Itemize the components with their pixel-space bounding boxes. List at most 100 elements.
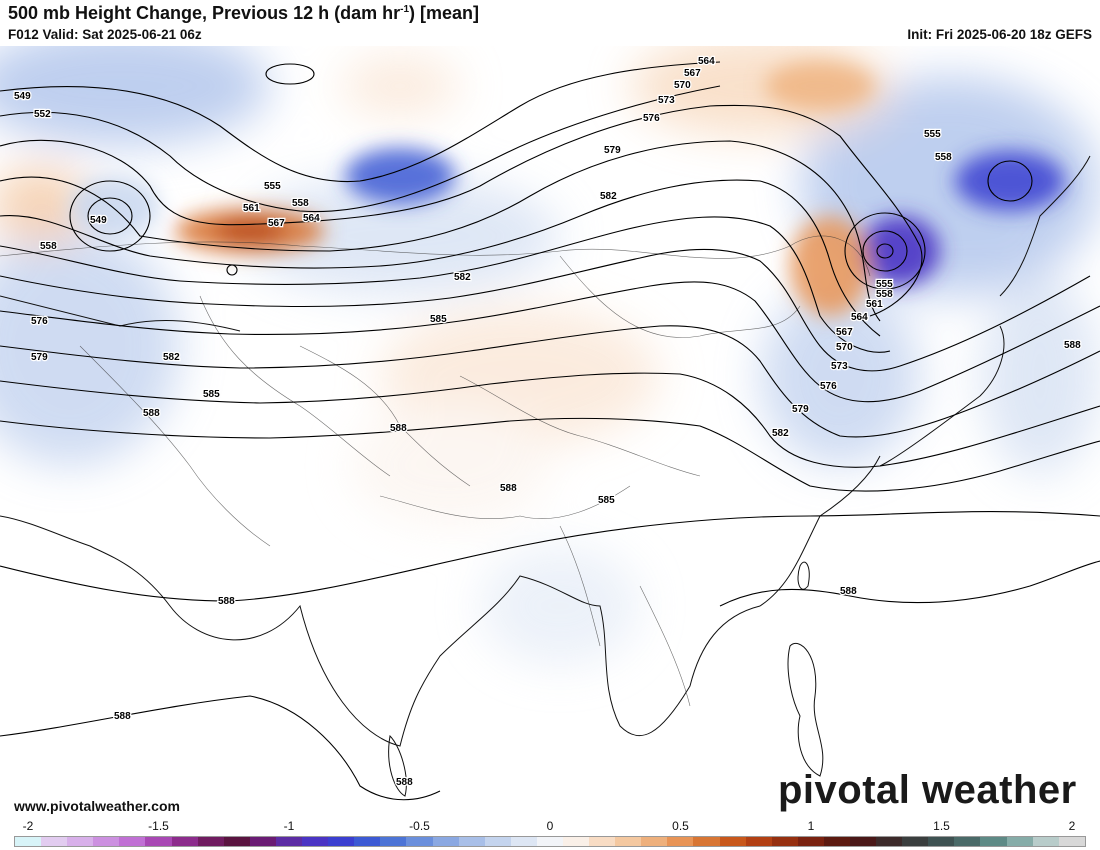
contour-label: 573 [831,361,848,372]
colorbar-swatch [67,837,94,846]
colorbar-swatch [719,837,746,846]
site-url-label: www.pivotalweather.com [14,798,180,814]
colorbar-swatch [876,837,903,846]
colorbar-swatch [197,837,224,846]
colorbar-tick-label: 2 [1068,819,1076,833]
contour-label: 549 [90,215,107,226]
colorbar-swatch [484,837,511,846]
colorbar-swatch [693,837,720,846]
colorbar-swatch [562,837,590,846]
weather-map[interactable]: 549 552 549 558 555 558 561 564 567 564 … [0,46,1100,818]
contour-label: 582 [454,272,471,283]
contour-label: 567 [268,218,285,229]
title-unit-superscript: -1 [400,4,410,15]
colorbar-swatch [850,837,877,846]
colorbar-swatch [797,837,824,846]
contour-label: 588 [840,586,857,597]
contour-label: 585 [430,314,447,325]
contour-label: 588 [143,408,160,419]
contour-label: 585 [598,495,615,506]
colorbar-swatch [145,837,172,846]
contour-label: 579 [604,145,621,156]
map-panel[interactable]: 549 552 549 558 555 558 561 564 567 564 … [0,46,1100,818]
colorbar-swatch [928,837,955,846]
colorbar-swatch [641,837,668,846]
contour-label: 576 [31,316,48,327]
contour-label: 567 [836,327,853,338]
colorbar-swatch [93,837,120,846]
contour-label: 552 [34,109,51,120]
contour-label: 588 [390,423,407,434]
colorbar-tick-label: 0.5 [672,819,689,833]
contour-label: 585 [203,389,220,400]
contour-label: 588 [396,777,413,788]
colorbar-swatch [458,837,485,846]
contour-label: 558 [292,198,309,209]
title-end: ) [mean] [409,3,480,23]
contour-label: 558 [876,289,893,300]
valid-time-label: F012 Valid: Sat 2025-06-21 06z [8,27,202,42]
colorbar-swatch [510,837,537,846]
init-time-label: Init: Fri 2025-06-20 18z GEFS [907,27,1092,42]
colorbar-swatch [406,837,433,846]
contour-label: 564 [303,213,320,224]
title-main: 500 mb Height Change, Previous 12 h (dam… [8,3,401,23]
colorbar-swatch [15,837,42,846]
contour-label: 570 [674,80,691,91]
map-header: 500 mb Height Change, Previous 12 h (dam… [0,0,1100,46]
contour-label: 558 [40,241,57,252]
contour-label: 588 [114,711,131,722]
colorbar-swatch [119,837,146,846]
contour-label: 576 [643,113,660,124]
colorbar-swatch [667,837,694,846]
colorbar-tick-label: -2 [22,819,34,833]
contour-label: 588 [218,596,235,607]
contour-label: 555 [876,279,893,290]
colorbar-tick-label: -1.5 [148,819,169,833]
colorbar-swatch [615,837,642,846]
colorbar-swatch [823,837,850,846]
colorbar-swatch [1032,837,1059,846]
contour-label: 555 [924,129,941,140]
colorbar-swatch [980,837,1007,846]
colorbar-tick-label: 1 [807,819,815,833]
colorbar [14,836,1086,847]
colorbar-tick-label: 1.5 [933,819,950,833]
colorbar-swatch [1058,837,1085,846]
contour-label: 564 [698,56,715,67]
pivotal-weather-logo: pivotal weather [778,768,1077,812]
colorbar-swatch [275,837,303,846]
colorbar-swatch [745,837,772,846]
colorbar-swatch [328,837,355,846]
contour-label: 579 [792,404,809,415]
colorbar-swatch [1006,837,1033,846]
contour-label: 588 [1064,340,1081,351]
colorbar-swatch [354,837,381,846]
contour-label: 582 [772,428,789,439]
contour-label: 582 [163,352,180,363]
contour-label: 549 [14,91,31,102]
contour-label: 558 [935,152,952,163]
colorbar-swatch [589,837,616,846]
contour-label: 561 [866,299,883,310]
colorbar-swatch [432,837,459,846]
contour-label: 555 [264,181,281,192]
colorbar-swatch [223,837,250,846]
colorbar-swatch [536,837,563,846]
colorbar-swatch [902,837,929,846]
colorbar-tick-label: -0.5 [409,819,430,833]
colorbar-swatch [954,837,981,846]
colorbar-swatch [171,837,198,846]
colorbar-swatch [302,837,329,846]
contour-label: 573 [658,95,675,106]
contour-labels: 549 552 549 558 555 558 561 564 567 564 … [13,55,1083,790]
contour-label: 579 [31,352,48,363]
contour-label: 588 [500,483,517,494]
contour-label: 570 [836,342,853,353]
contour-label: 561 [243,203,260,214]
contour-label: 582 [600,191,617,202]
contour-label: 576 [820,381,837,392]
colorbar-swatch [41,837,68,846]
colorbar-swatch [771,837,798,846]
contour-label: 564 [851,312,868,323]
